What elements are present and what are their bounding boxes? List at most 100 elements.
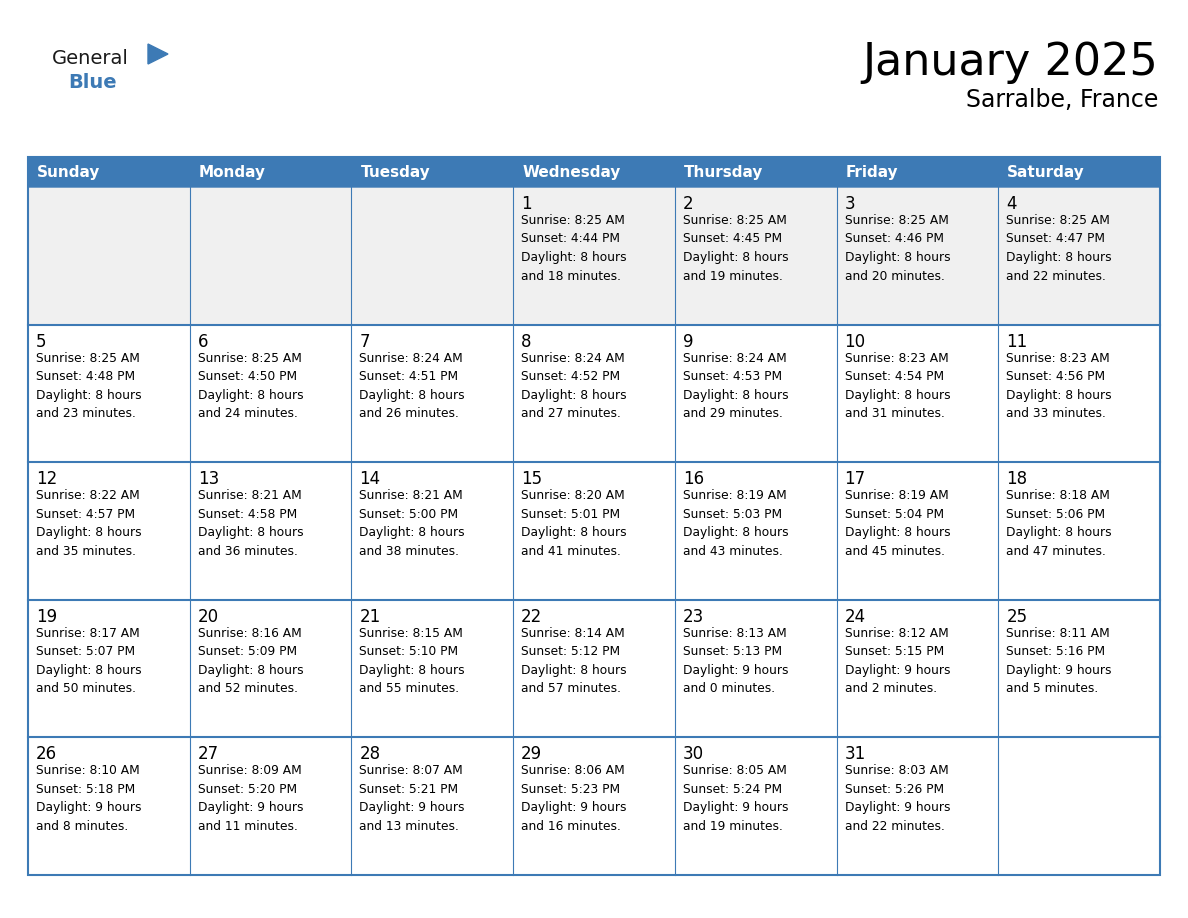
Text: 17: 17 [845,470,866,488]
Bar [513,157,675,187]
Text: General: General [52,49,128,68]
Text: 7: 7 [360,332,369,351]
Text: Sunrise: 8:21 AM
Sunset: 4:58 PM
Daylight: 8 hours
and 36 minutes.: Sunrise: 8:21 AM Sunset: 4:58 PM Dayligh… [197,489,303,558]
Bar [513,187,675,325]
Text: 31: 31 [845,745,866,764]
Text: Monday: Monday [198,164,266,180]
Text: Sunrise: 8:19 AM
Sunset: 5:03 PM
Daylight: 8 hours
and 43 minutes.: Sunrise: 8:19 AM Sunset: 5:03 PM Dayligh… [683,489,789,558]
Text: 25: 25 [1006,608,1028,626]
Text: 28: 28 [360,745,380,764]
Text: Sunrise: 8:20 AM
Sunset: 5:01 PM
Daylight: 8 hours
and 41 minutes.: Sunrise: 8:20 AM Sunset: 5:01 PM Dayligh… [522,489,627,558]
Text: Sunrise: 8:23 AM
Sunset: 4:54 PM
Daylight: 8 hours
and 31 minutes.: Sunrise: 8:23 AM Sunset: 4:54 PM Dayligh… [845,352,950,420]
Bar [352,157,513,187]
Text: Sunrise: 8:25 AM
Sunset: 4:50 PM
Daylight: 8 hours
and 24 minutes.: Sunrise: 8:25 AM Sunset: 4:50 PM Dayligh… [197,352,303,420]
Bar [675,325,836,462]
Text: 3: 3 [845,195,855,213]
Text: 10: 10 [845,332,866,351]
Text: Sunrise: 8:16 AM
Sunset: 5:09 PM
Daylight: 8 hours
and 52 minutes.: Sunrise: 8:16 AM Sunset: 5:09 PM Dayligh… [197,627,303,695]
Text: Sunrise: 8:17 AM
Sunset: 5:07 PM
Daylight: 8 hours
and 50 minutes.: Sunrise: 8:17 AM Sunset: 5:07 PM Dayligh… [36,627,141,695]
Text: Sunrise: 8:24 AM
Sunset: 4:51 PM
Daylight: 8 hours
and 26 minutes.: Sunrise: 8:24 AM Sunset: 4:51 PM Dayligh… [360,352,465,420]
Text: 23: 23 [683,608,704,626]
Bar [998,737,1159,875]
Bar [675,187,836,325]
Text: 15: 15 [522,470,542,488]
Text: Sunrise: 8:25 AM
Sunset: 4:48 PM
Daylight: 8 hours
and 23 minutes.: Sunrise: 8:25 AM Sunset: 4:48 PM Dayligh… [36,352,141,420]
Text: Sunrise: 8:13 AM
Sunset: 5:13 PM
Daylight: 9 hours
and 0 minutes.: Sunrise: 8:13 AM Sunset: 5:13 PM Dayligh… [683,627,789,695]
Text: Sunrise: 8:21 AM
Sunset: 5:00 PM
Daylight: 8 hours
and 38 minutes.: Sunrise: 8:21 AM Sunset: 5:00 PM Dayligh… [360,489,465,558]
Bar [675,157,836,187]
Text: 12: 12 [36,470,57,488]
Bar [190,325,352,462]
Text: 11: 11 [1006,332,1028,351]
Bar [352,599,513,737]
Text: Sunrise: 8:24 AM
Sunset: 4:53 PM
Daylight: 8 hours
and 29 minutes.: Sunrise: 8:24 AM Sunset: 4:53 PM Dayligh… [683,352,789,420]
Bar [190,599,352,737]
Bar [29,157,1159,875]
Text: Sunrise: 8:25 AM
Sunset: 4:47 PM
Daylight: 8 hours
and 22 minutes.: Sunrise: 8:25 AM Sunset: 4:47 PM Dayligh… [1006,214,1112,283]
Text: 21: 21 [360,608,380,626]
Text: Sunrise: 8:22 AM
Sunset: 4:57 PM
Daylight: 8 hours
and 35 minutes.: Sunrise: 8:22 AM Sunset: 4:57 PM Dayligh… [36,489,141,558]
Text: 13: 13 [197,470,219,488]
Bar [513,462,675,599]
Text: Sunrise: 8:06 AM
Sunset: 5:23 PM
Daylight: 9 hours
and 16 minutes.: Sunrise: 8:06 AM Sunset: 5:23 PM Dayligh… [522,765,626,833]
Bar [190,157,352,187]
Bar [836,157,998,187]
Bar [998,599,1159,737]
Text: 2: 2 [683,195,694,213]
Text: Saturday: Saturday [1007,164,1085,180]
Bar [190,462,352,599]
Bar [836,599,998,737]
Text: Blue: Blue [68,73,116,92]
Text: 1: 1 [522,195,532,213]
Text: Sunrise: 8:25 AM
Sunset: 4:46 PM
Daylight: 8 hours
and 20 minutes.: Sunrise: 8:25 AM Sunset: 4:46 PM Dayligh… [845,214,950,283]
Bar [190,187,352,325]
Text: Sunrise: 8:11 AM
Sunset: 5:16 PM
Daylight: 9 hours
and 5 minutes.: Sunrise: 8:11 AM Sunset: 5:16 PM Dayligh… [1006,627,1112,695]
Text: 30: 30 [683,745,704,764]
Bar [675,599,836,737]
Bar [29,737,190,875]
Text: Sarralbe, France: Sarralbe, France [966,88,1158,112]
Text: 18: 18 [1006,470,1028,488]
Bar [675,462,836,599]
Text: Sunrise: 8:25 AM
Sunset: 4:44 PM
Daylight: 8 hours
and 18 minutes.: Sunrise: 8:25 AM Sunset: 4:44 PM Dayligh… [522,214,627,283]
Text: 9: 9 [683,332,694,351]
Bar [836,325,998,462]
Text: 14: 14 [360,470,380,488]
Text: 26: 26 [36,745,57,764]
Bar [513,325,675,462]
Bar [29,187,190,325]
Bar [836,187,998,325]
Text: Sunrise: 8:19 AM
Sunset: 5:04 PM
Daylight: 8 hours
and 45 minutes.: Sunrise: 8:19 AM Sunset: 5:04 PM Dayligh… [845,489,950,558]
Text: January 2025: January 2025 [862,40,1158,84]
Text: Sunrise: 8:15 AM
Sunset: 5:10 PM
Daylight: 8 hours
and 55 minutes.: Sunrise: 8:15 AM Sunset: 5:10 PM Dayligh… [360,627,465,695]
Text: 29: 29 [522,745,542,764]
Bar [836,737,998,875]
Bar [29,462,190,599]
Text: 6: 6 [197,332,208,351]
Text: Wednesday: Wednesday [523,164,620,180]
Text: Friday: Friday [846,164,898,180]
Text: Sunday: Sunday [37,164,100,180]
Text: 16: 16 [683,470,704,488]
Text: Sunrise: 8:12 AM
Sunset: 5:15 PM
Daylight: 9 hours
and 2 minutes.: Sunrise: 8:12 AM Sunset: 5:15 PM Dayligh… [845,627,950,695]
Text: 19: 19 [36,608,57,626]
Text: Sunrise: 8:03 AM
Sunset: 5:26 PM
Daylight: 9 hours
and 22 minutes.: Sunrise: 8:03 AM Sunset: 5:26 PM Dayligh… [845,765,950,833]
Bar [29,599,190,737]
Bar [29,325,190,462]
Text: 4: 4 [1006,195,1017,213]
Bar [513,737,675,875]
Text: Sunrise: 8:25 AM
Sunset: 4:45 PM
Daylight: 8 hours
and 19 minutes.: Sunrise: 8:25 AM Sunset: 4:45 PM Dayligh… [683,214,789,283]
Text: 20: 20 [197,608,219,626]
Text: Sunrise: 8:09 AM
Sunset: 5:20 PM
Daylight: 9 hours
and 11 minutes.: Sunrise: 8:09 AM Sunset: 5:20 PM Dayligh… [197,765,303,833]
Text: Sunrise: 8:23 AM
Sunset: 4:56 PM
Daylight: 8 hours
and 33 minutes.: Sunrise: 8:23 AM Sunset: 4:56 PM Dayligh… [1006,352,1112,420]
Text: Sunrise: 8:24 AM
Sunset: 4:52 PM
Daylight: 8 hours
and 27 minutes.: Sunrise: 8:24 AM Sunset: 4:52 PM Dayligh… [522,352,627,420]
Bar [836,462,998,599]
Text: 24: 24 [845,608,866,626]
Text: Sunrise: 8:10 AM
Sunset: 5:18 PM
Daylight: 9 hours
and 8 minutes.: Sunrise: 8:10 AM Sunset: 5:18 PM Dayligh… [36,765,141,833]
Bar [352,187,513,325]
Bar [513,599,675,737]
Text: Tuesday: Tuesday [360,164,430,180]
Bar [352,462,513,599]
Bar [675,737,836,875]
Polygon shape [148,44,168,64]
